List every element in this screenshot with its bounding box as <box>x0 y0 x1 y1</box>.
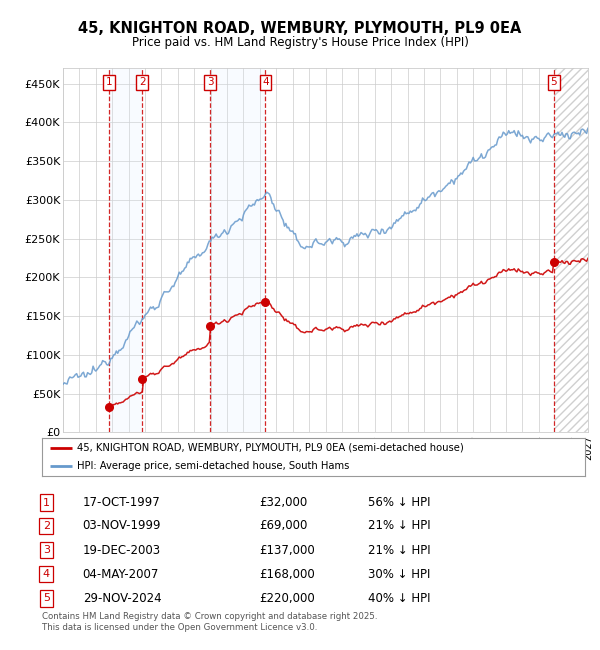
Text: 56% ↓ HPI: 56% ↓ HPI <box>368 496 430 509</box>
Text: 19-DEC-2003: 19-DEC-2003 <box>83 543 161 556</box>
Text: 45, KNIGHTON ROAD, WEMBURY, PLYMOUTH, PL9 0EA (semi-detached house): 45, KNIGHTON ROAD, WEMBURY, PLYMOUTH, PL… <box>77 443 464 453</box>
Text: 29-NOV-2024: 29-NOV-2024 <box>83 592 161 604</box>
Bar <box>554 68 588 432</box>
Text: 21% ↓ HPI: 21% ↓ HPI <box>368 519 430 532</box>
Text: £69,000: £69,000 <box>259 519 308 532</box>
Text: £32,000: £32,000 <box>259 496 307 509</box>
Text: 3: 3 <box>43 545 50 555</box>
Text: 40% ↓ HPI: 40% ↓ HPI <box>368 592 430 604</box>
Text: 17-OCT-1997: 17-OCT-1997 <box>83 496 160 509</box>
Text: 1: 1 <box>43 497 50 508</box>
Text: 45, KNIGHTON ROAD, WEMBURY, PLYMOUTH, PL9 0EA: 45, KNIGHTON ROAD, WEMBURY, PLYMOUTH, PL… <box>79 21 521 36</box>
Text: 4: 4 <box>43 569 50 579</box>
Text: 03-NOV-1999: 03-NOV-1999 <box>83 519 161 532</box>
Bar <box>554 68 588 432</box>
Bar <box>554 68 588 432</box>
Text: Contains HM Land Registry data © Crown copyright and database right 2025.
This d: Contains HM Land Registry data © Crown c… <box>42 612 377 632</box>
Text: 4: 4 <box>262 77 269 87</box>
Text: £137,000: £137,000 <box>259 543 315 556</box>
Text: 3: 3 <box>206 77 214 87</box>
Text: £220,000: £220,000 <box>259 592 315 604</box>
Text: 30% ↓ HPI: 30% ↓ HPI <box>368 567 430 580</box>
Text: 5: 5 <box>550 77 557 87</box>
Text: 04-MAY-2007: 04-MAY-2007 <box>83 567 159 580</box>
Text: Price paid vs. HM Land Registry's House Price Index (HPI): Price paid vs. HM Land Registry's House … <box>131 36 469 49</box>
Text: 5: 5 <box>43 593 50 603</box>
Text: HPI: Average price, semi-detached house, South Hams: HPI: Average price, semi-detached house,… <box>77 462 350 471</box>
Bar <box>210 68 265 432</box>
Text: 21% ↓ HPI: 21% ↓ HPI <box>368 543 430 556</box>
Text: 2: 2 <box>43 521 50 531</box>
Bar <box>109 68 142 432</box>
Text: £168,000: £168,000 <box>259 567 315 580</box>
Bar <box>554 68 588 432</box>
Text: 1: 1 <box>106 77 112 87</box>
Text: 2: 2 <box>139 77 146 87</box>
